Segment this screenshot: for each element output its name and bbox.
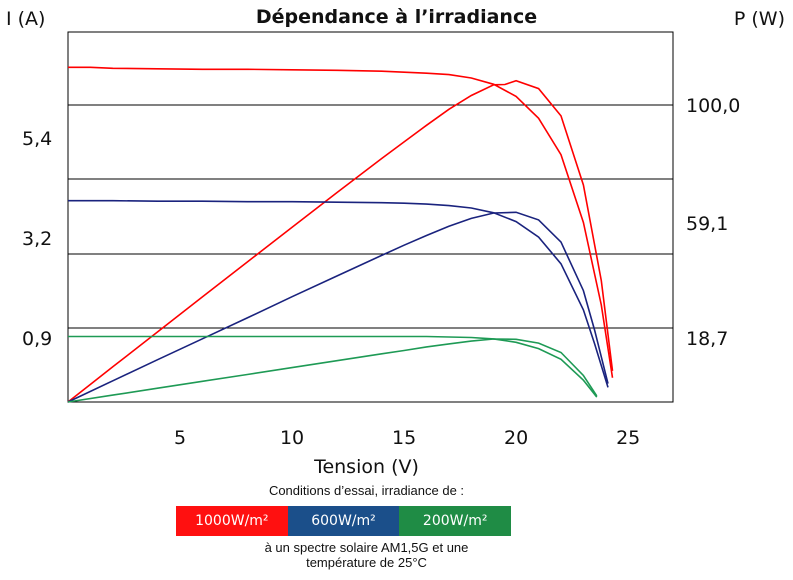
conditions-caption: Conditions d’essai, irradiance de : (268, 483, 465, 498)
plot-frame (67, 31, 674, 403)
pv-curve-0 (67, 79, 614, 403)
y-right-tick-label: 100,0 (686, 95, 740, 117)
y-axis-left-label: I (A) (6, 8, 46, 30)
legend-item-200: 200W/m² (399, 506, 512, 536)
x-tick-label: 10 (280, 427, 304, 449)
plot-area: 5 10 15 20 25 0,9 3,2 5,4 18,7 59,1 100,0 (22, 31, 740, 449)
iv-curve-0 (68, 66, 614, 378)
x-tick-label: 5 (174, 427, 186, 449)
y-right-tick-label: 18,7 (686, 328, 728, 350)
footnote-line-1: à un spectre solaire AM1,5G et une (264, 540, 469, 555)
x-axis-label: Tension (V) (314, 456, 419, 478)
pv-curve-2 (67, 338, 598, 403)
y-left-tick-label: 0,9 (22, 328, 52, 350)
pv-curve-1 (67, 211, 609, 403)
y-right-tick-label: 59,1 (686, 213, 728, 235)
x-tick-label: 20 (504, 427, 528, 449)
y-left-tick-label: 3,2 (22, 228, 52, 250)
iv-curve-1 (68, 199, 609, 388)
legend-item-600: 600W/m² (287, 506, 400, 536)
y-axis-right-label: P (W) (733, 8, 785, 30)
x-tick-label: 15 (392, 427, 416, 449)
legend: 1000W/m² 600W/m² 200W/m² (176, 506, 512, 536)
chart-title: Dépendance à l’irradiance (255, 6, 538, 28)
y-left-tick-label: 5,4 (22, 128, 52, 150)
test-conditions-footnote: à un spectre solaire AM1,5G et une tempé… (0, 540, 733, 570)
x-tick-label: 25 (616, 427, 640, 449)
iv-curve-2 (68, 335, 598, 398)
footnote-line-2: température de 25°C (306, 555, 427, 570)
legend-item-1000: 1000W/m² (176, 506, 288, 536)
